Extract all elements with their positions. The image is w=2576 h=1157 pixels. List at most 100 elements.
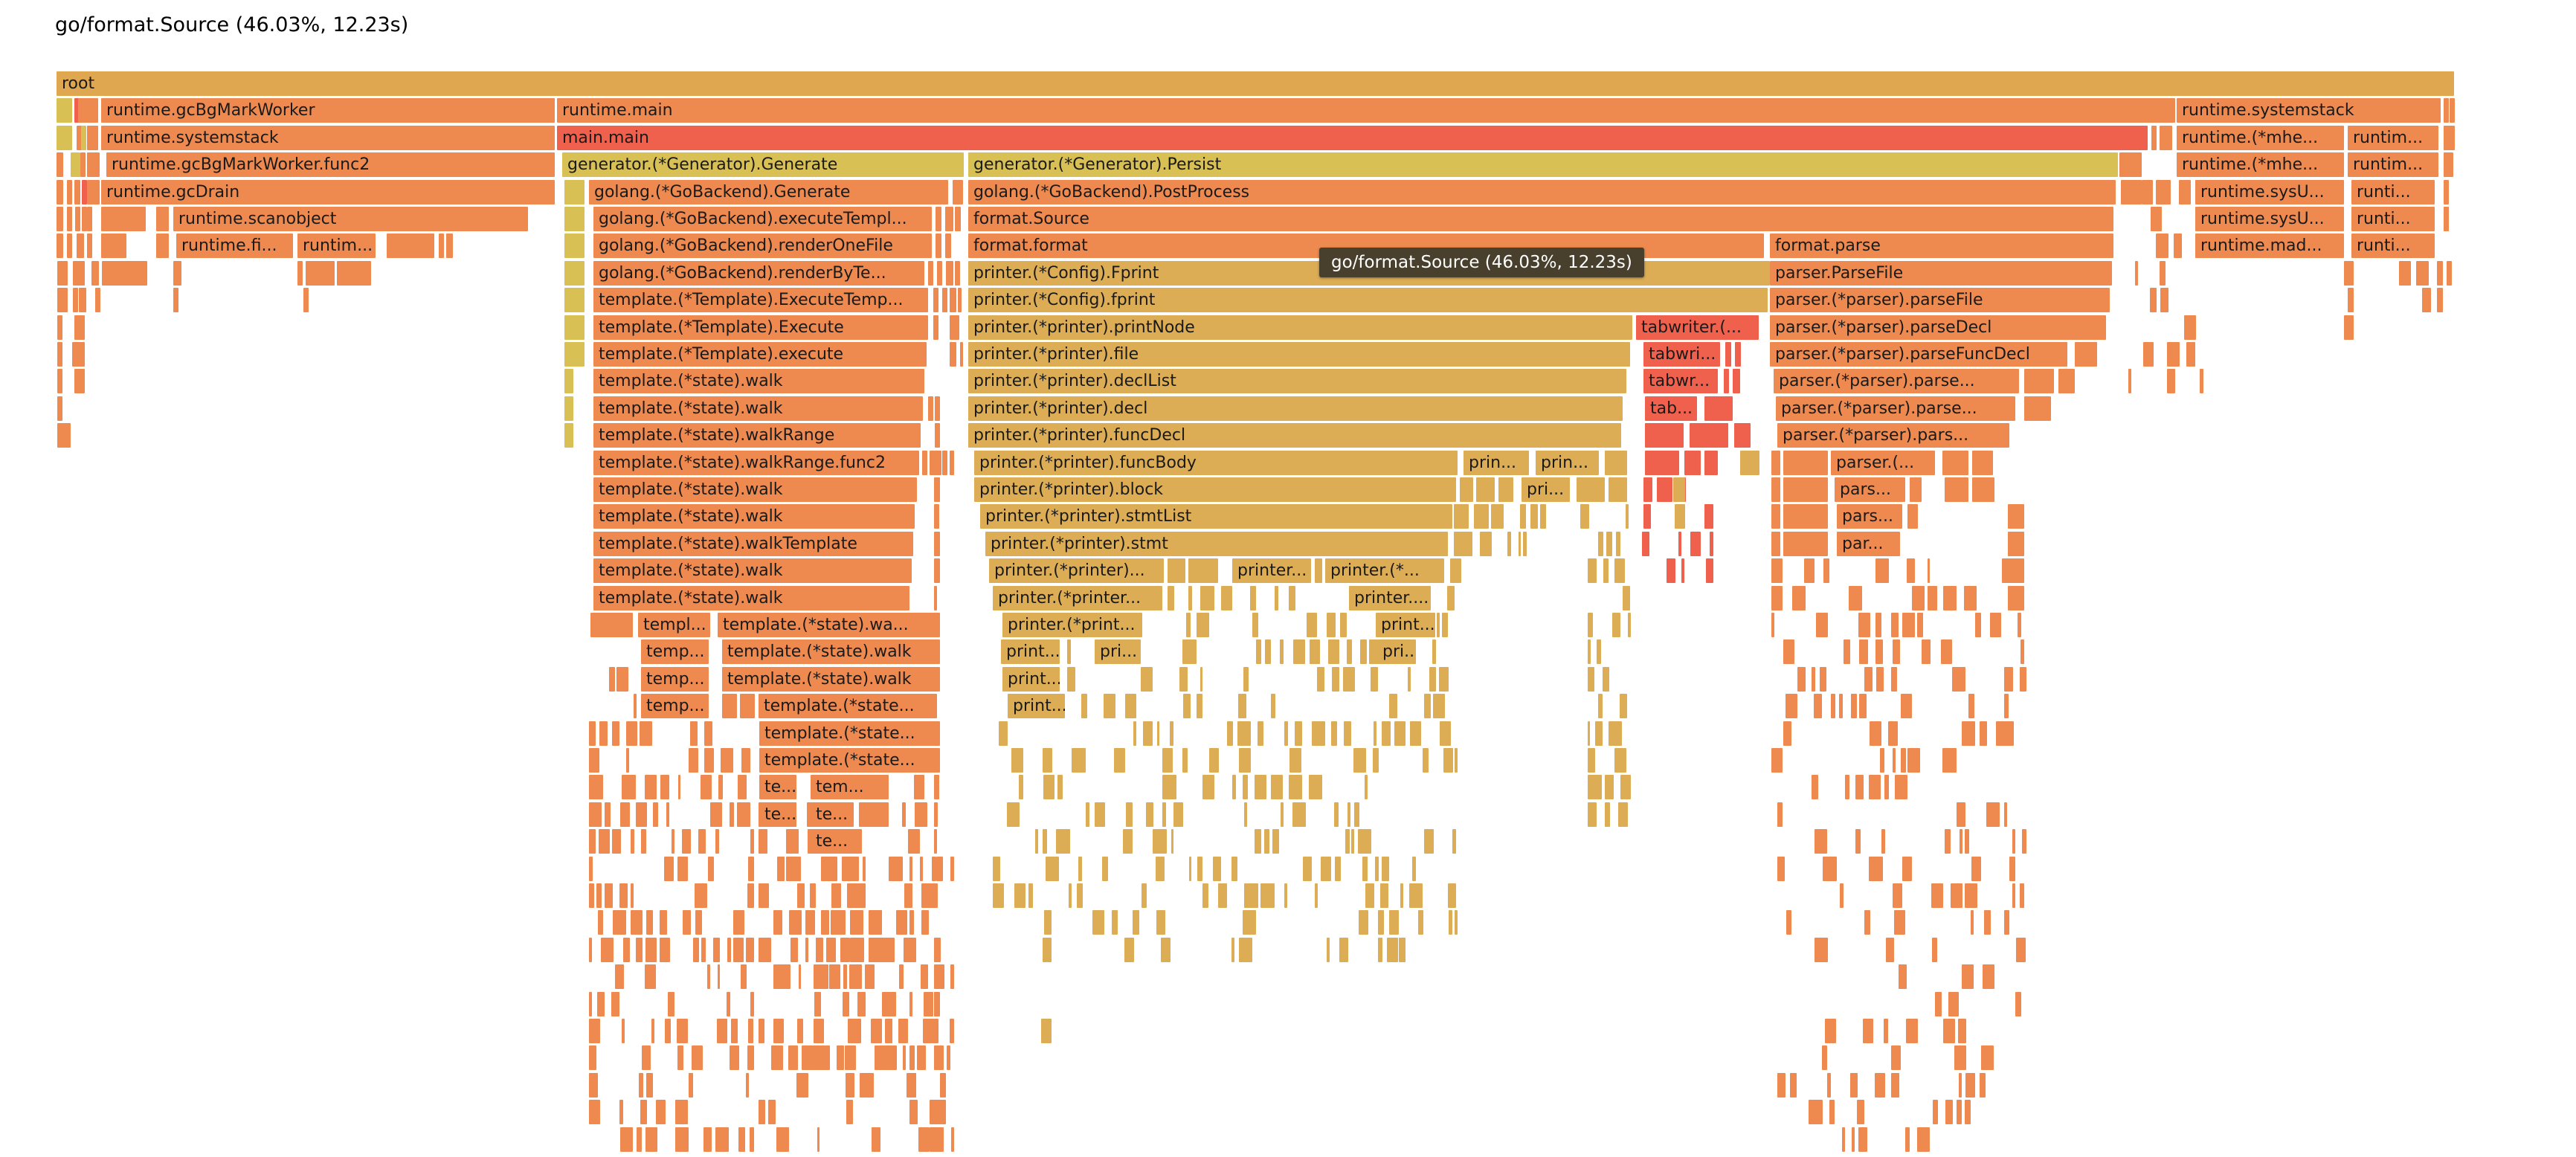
flame-bar-fragment[interactable] bbox=[1643, 477, 1652, 502]
flame-bar[interactable]: printer.(*printer).declList bbox=[968, 369, 1626, 394]
flame-bar-fragment[interactable] bbox=[805, 910, 816, 935]
flame-bar-fragment[interactable] bbox=[1455, 748, 1458, 773]
flame-bar-fragment[interactable] bbox=[590, 613, 633, 637]
flame-bar[interactable]: tabwri... bbox=[1643, 342, 1720, 367]
flame-bar-fragment[interactable] bbox=[1162, 802, 1167, 827]
flame-bar-fragment[interactable] bbox=[826, 937, 836, 962]
flame-bar-fragment[interactable] bbox=[1851, 1127, 1855, 1152]
flame-bar-fragment[interactable] bbox=[1771, 504, 1780, 529]
flame-bar-fragment[interactable] bbox=[909, 1100, 918, 1125]
flame-bar-fragment[interactable] bbox=[1442, 613, 1449, 637]
flame-bar-fragment[interactable] bbox=[953, 179, 963, 204]
flame-bar-fragment[interactable] bbox=[1881, 829, 1886, 854]
flame-bar-fragment[interactable] bbox=[1522, 531, 1527, 556]
flame-bar-fragment[interactable] bbox=[853, 883, 866, 908]
flame-bar-fragment[interactable] bbox=[82, 179, 87, 204]
flame-bar-fragment[interactable] bbox=[668, 991, 675, 1016]
flame-bar-fragment[interactable] bbox=[909, 1072, 917, 1098]
flame-bar-fragment[interactable] bbox=[920, 964, 929, 990]
flame-bar-fragment[interactable] bbox=[1239, 748, 1252, 773]
flame-bar-fragment[interactable] bbox=[1597, 694, 1603, 719]
flame-bar[interactable]: parser.(*parser).parse... bbox=[1776, 396, 2015, 421]
flame-bar-fragment[interactable] bbox=[1588, 802, 1597, 827]
flame-bar-fragment[interactable] bbox=[1704, 396, 1733, 421]
flame-bar-fragment[interactable] bbox=[1327, 937, 1330, 962]
flame-bar-fragment[interactable] bbox=[631, 883, 634, 908]
flame-bar-fragment[interactable] bbox=[817, 1045, 824, 1071]
flame-bar-fragment[interactable] bbox=[1351, 829, 1354, 854]
flame-bar-fragment[interactable] bbox=[934, 558, 940, 584]
flame-bar-fragment[interactable] bbox=[78, 98, 83, 123]
flame-bar[interactable]: printer.(*print... bbox=[1002, 613, 1142, 637]
flame-bar-fragment[interactable] bbox=[1942, 585, 1957, 610]
flame-bar-fragment[interactable] bbox=[645, 937, 657, 962]
flame-bar-fragment[interactable] bbox=[798, 910, 802, 935]
flame-bar-fragment[interactable] bbox=[1439, 721, 1452, 746]
flame-bar-fragment[interactable] bbox=[1476, 477, 1495, 502]
flame-bar[interactable]: parser.(*parser).pars... bbox=[1777, 423, 2009, 448]
flame-bar[interactable]: templ... bbox=[638, 613, 710, 637]
flame-bar-fragment[interactable] bbox=[2444, 98, 2449, 123]
flame-bar-fragment[interactable] bbox=[820, 964, 829, 990]
flame-bar[interactable]: printer.(*printer).funcDecl bbox=[968, 423, 1621, 448]
flame-bar-fragment[interactable] bbox=[1893, 748, 1896, 773]
flame-bar-fragment[interactable] bbox=[1372, 748, 1379, 773]
flame-bar-fragment[interactable] bbox=[337, 260, 371, 286]
flame-bar-fragment[interactable] bbox=[2437, 288, 2443, 313]
flame-bar-fragment[interactable] bbox=[1362, 856, 1368, 881]
flame-bar-fragment[interactable] bbox=[1152, 829, 1167, 854]
flame-bar-fragment[interactable] bbox=[1112, 910, 1118, 935]
flame-bar-fragment[interactable] bbox=[732, 937, 744, 962]
flame-bar-fragment[interactable] bbox=[740, 694, 755, 719]
flame-bar-fragment[interactable] bbox=[1986, 802, 2000, 827]
flame-bar-fragment[interactable] bbox=[1957, 802, 1966, 827]
flame-bar-fragment[interactable] bbox=[626, 721, 637, 746]
flame-bar-fragment[interactable] bbox=[74, 179, 80, 204]
flame-bar-fragment[interactable] bbox=[646, 1072, 654, 1098]
flame-bar-fragment[interactable] bbox=[1907, 748, 1921, 773]
flame-bar-fragment[interactable] bbox=[1279, 639, 1284, 665]
flame-bar-fragment[interactable] bbox=[1735, 342, 1741, 367]
flame-bar-fragment[interactable] bbox=[857, 991, 866, 1016]
flame-bar-fragment[interactable] bbox=[1140, 666, 1153, 692]
flame-bar[interactable]: runtime.mad... bbox=[2195, 233, 2344, 259]
flame-bar-fragment[interactable] bbox=[727, 937, 732, 962]
flame-bar-fragment[interactable] bbox=[1347, 802, 1350, 827]
flame-bar-fragment[interactable] bbox=[1244, 802, 1247, 827]
flame-bar-fragment[interactable] bbox=[1188, 585, 1193, 610]
flame-bar-fragment[interactable] bbox=[156, 233, 169, 259]
flame-bar-fragment[interactable] bbox=[57, 233, 63, 259]
flame-bar-fragment[interactable] bbox=[1880, 748, 1885, 773]
flame-bar-fragment[interactable] bbox=[822, 910, 829, 935]
flame-bar-fragment[interactable] bbox=[1961, 721, 1975, 746]
flame-bar[interactable]: print... bbox=[1001, 639, 1060, 665]
flame-bar-fragment[interactable] bbox=[1580, 504, 1589, 529]
flame-bar-fragment[interactable] bbox=[785, 964, 791, 990]
flame-bar-fragment[interactable] bbox=[1856, 1100, 1865, 1125]
flame-bar-fragment[interactable] bbox=[845, 1045, 857, 1071]
flame-bar-fragment[interactable] bbox=[759, 1019, 765, 1043]
flame-bar-fragment[interactable] bbox=[902, 802, 906, 827]
flame-bar-fragment[interactable] bbox=[773, 910, 782, 935]
flame-bar-fragment[interactable] bbox=[564, 369, 573, 394]
flame-bar-fragment[interactable] bbox=[1858, 639, 1868, 665]
flame-bar-fragment[interactable] bbox=[1162, 775, 1176, 800]
flame-bar-fragment[interactable] bbox=[773, 1045, 783, 1071]
flame-bar-fragment[interactable] bbox=[621, 1019, 625, 1043]
flame-bar-fragment[interactable] bbox=[2415, 260, 2429, 286]
flame-bar-fragment[interactable] bbox=[1200, 666, 1203, 692]
flame-bar-fragment[interactable] bbox=[1771, 558, 1783, 584]
flame-bar-fragment[interactable] bbox=[644, 964, 656, 990]
flame-bar-fragment[interactable] bbox=[1645, 450, 1679, 475]
flame-bar-fragment[interactable] bbox=[1642, 531, 1650, 556]
flame-bar-fragment[interactable] bbox=[2156, 233, 2169, 259]
flame-bar-fragment[interactable] bbox=[1675, 504, 1685, 529]
flame-bar-fragment[interactable] bbox=[639, 721, 653, 746]
flame-bar-fragment[interactable] bbox=[1932, 937, 1937, 962]
flame-bar-fragment[interactable] bbox=[1450, 558, 1461, 584]
flame-bar[interactable]: pri... bbox=[1522, 477, 1570, 502]
flame-bar-fragment[interactable] bbox=[993, 856, 1000, 881]
flame-bar-fragment[interactable] bbox=[1182, 639, 1197, 665]
flame-bar-fragment[interactable] bbox=[619, 1100, 623, 1125]
flame-bar-fragment[interactable] bbox=[1067, 639, 1072, 665]
